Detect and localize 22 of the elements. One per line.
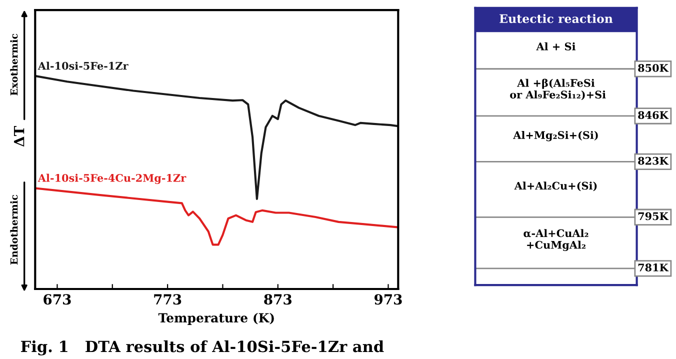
caption: Fig. 1 DTA results of Al-10Si-5Fe-1Zr and — [20, 340, 384, 356]
text: Eutectic reaction — [500, 14, 613, 24]
x-tick-label: 673 — [44, 294, 71, 305]
y-axis-title: ΔT — [14, 126, 24, 147]
x-tick-label: 873 — [264, 294, 292, 305]
text: 795K — [638, 212, 669, 220]
category-label: Al +β(Al₅FeSi or Al₉Fe₂Si₁₂)+Si — [510, 78, 606, 100]
text: 823K — [638, 156, 669, 165]
category-label: Al+Al₂Cu+(Si) — [514, 182, 597, 192]
x-tick-label: 973 — [374, 294, 402, 305]
x-axis-title: Temperature (K) — [158, 312, 274, 325]
series-label: Al-10si-5Fe-1Zr — [38, 62, 128, 70]
text: 781K — [638, 264, 669, 272]
series-label: Al-10si-5Fe-4Cu-2Mg-1Zr — [38, 174, 186, 184]
text: 850K — [638, 64, 669, 72]
category-label: Al+Mg₂Si+(Si) — [513, 130, 598, 142]
category-label: Al + Si — [536, 42, 576, 50]
text: 846K — [638, 111, 669, 120]
text: Exothermic — [10, 34, 18, 96]
x-tick-label: 773 — [154, 294, 182, 305]
text: Endothermic — [10, 194, 18, 265]
category-label: α-Al+CuAl₂ +CuMgAl₂ — [524, 229, 588, 251]
